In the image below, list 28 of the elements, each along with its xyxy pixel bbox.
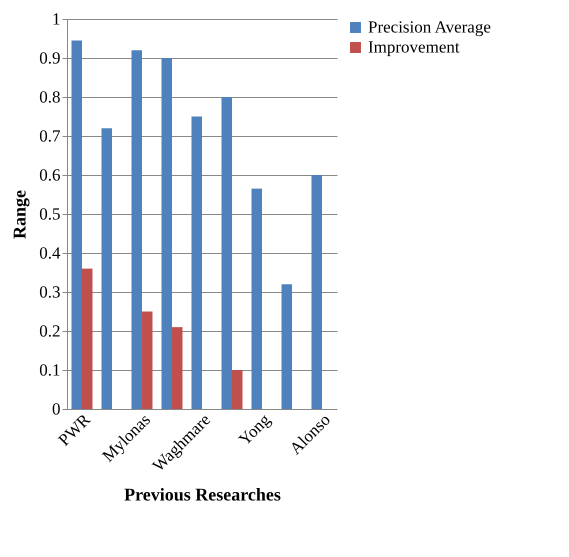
y-tick-label: 1 (52, 10, 60, 28)
bar (282, 284, 292, 409)
bar (222, 97, 232, 409)
y-tick-label: 0.7 (39, 126, 61, 146)
bar (192, 116, 202, 409)
y-tick-label: 0.2 (39, 322, 60, 340)
bar (142, 312, 152, 409)
x-axis-title: Previous Researches (124, 484, 281, 505)
y-axis-title: Range (9, 190, 30, 239)
y-tick-label: 0.6 (39, 166, 60, 184)
y-tick-label: 0.8 (39, 88, 60, 106)
y-tick-label: 0.1 (39, 360, 60, 380)
bar (162, 58, 172, 409)
bar (312, 175, 322, 409)
bar (132, 50, 142, 409)
bar (252, 188, 262, 409)
legend-label: Precision Average (368, 18, 491, 36)
bar (72, 40, 82, 409)
bar (172, 327, 182, 409)
bar (102, 128, 112, 409)
y-tick-label: 0.4 (39, 244, 61, 262)
y-tick-label: 0.3 (39, 282, 60, 302)
y-tick-label: 0.9 (39, 48, 60, 68)
y-tick-label: 0.5 (39, 204, 60, 224)
bar (82, 268, 92, 409)
y-tick-label: 0 (52, 400, 60, 418)
bar (232, 370, 242, 409)
legend-label: Improvement (368, 38, 460, 56)
